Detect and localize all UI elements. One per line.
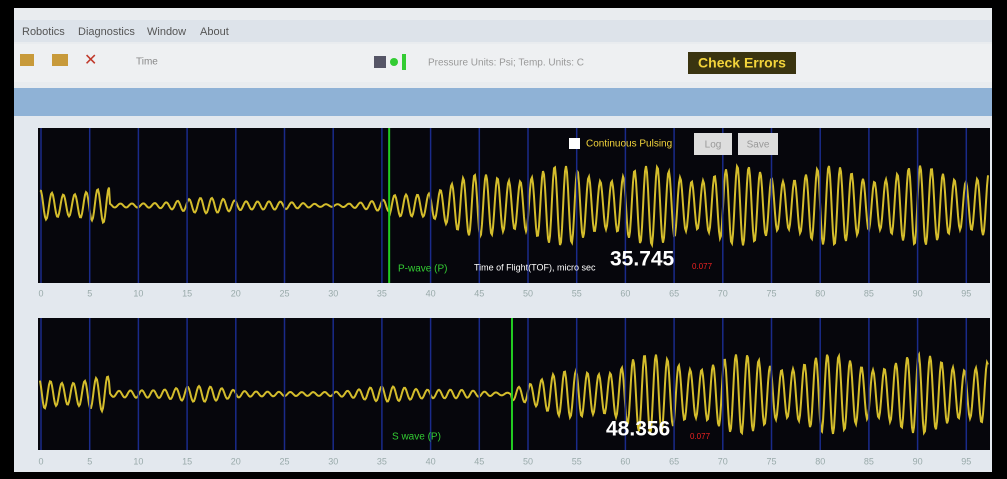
x-tick-label: 80: [815, 288, 825, 298]
x-tick-label: 85: [864, 288, 874, 298]
open-icon[interactable]: [20, 54, 34, 66]
folder-icon[interactable]: [52, 54, 68, 66]
x-tick-label: 80: [815, 456, 825, 466]
x-tick-label: 45: [474, 288, 484, 298]
close-icon[interactable]: ✕: [84, 52, 97, 69]
log-label[interactable]: Log: [705, 140, 722, 151]
time-label: Time: [136, 57, 158, 68]
x-tick-label: 25: [279, 456, 289, 466]
tof-error: 0.077: [692, 262, 713, 271]
tof-value: 48.356: [606, 418, 670, 441]
x-tick-label: 95: [961, 456, 971, 466]
status-bar: [402, 54, 406, 70]
x-tick-label: 45: [474, 456, 484, 466]
x-tick-label: 65: [669, 288, 679, 298]
x-tick-label: 25: [279, 288, 289, 298]
x-tick-label: 90: [913, 456, 923, 466]
x-tick-label: 90: [913, 288, 923, 298]
x-tick-label: 40: [426, 288, 436, 298]
x-tick-label: 0: [38, 456, 43, 466]
title-bar: [14, 88, 992, 116]
x-tick-label: 75: [766, 288, 776, 298]
menu-item[interactable]: Window: [147, 26, 186, 38]
x-tick-label: 15: [182, 456, 192, 466]
x-tick-label: 15: [182, 288, 192, 298]
tof-label: Time of Flight(TOF), micro sec: [474, 262, 596, 272]
x-tick-label: 35: [377, 288, 387, 298]
x-tick-label: 60: [620, 288, 630, 298]
continuous-pulsing-label[interactable]: Continuous Pulsing: [586, 139, 672, 150]
plot: S wave (P) 48.356 0.077 0 5 10 15 20 25 30 35 40…: [38, 318, 990, 466]
x-tick-label: 55: [572, 456, 582, 466]
x-tick-label: 5: [87, 456, 92, 466]
check-errors-label[interactable]: Check Errors: [698, 55, 786, 71]
x-tick-label: 30: [328, 456, 338, 466]
x-tick-label: 0: [38, 288, 43, 298]
x-tick-label: 30: [328, 288, 338, 298]
units-label: Pressure Units: Psi; Temp. Units: C: [428, 58, 584, 69]
menu-item[interactable]: About: [200, 26, 229, 38]
save-label[interactable]: Save: [747, 140, 770, 151]
x-tick-label: 50: [523, 456, 533, 466]
wave-label: P-wave (P): [398, 264, 447, 275]
toggle-icon[interactable]: [374, 56, 386, 68]
plot: Continuous Pulsing Log Save P-wave (P) T…: [38, 128, 990, 298]
x-tick-label: 95: [961, 288, 971, 298]
x-tick-label: 75: [766, 456, 776, 466]
x-tick-label: 10: [133, 288, 143, 298]
x-tick-label: 10: [133, 456, 143, 466]
x-tick-label: 5: [87, 288, 92, 298]
x-tick-label: 20: [231, 456, 241, 466]
screen: Robotics Diagnostics Window About ✕ Time…: [0, 0, 1007, 479]
status-led: [390, 58, 398, 66]
x-tick-label: 60: [620, 456, 630, 466]
x-tick-label: 70: [718, 456, 728, 466]
page: Robotics Diagnostics Window About ✕ Time…: [0, 0, 1007, 479]
menu-item[interactable]: Robotics: [22, 26, 65, 38]
tof-error: 0.077: [690, 432, 711, 441]
x-tick-label: 50: [523, 288, 533, 298]
x-tick-label: 85: [864, 456, 874, 466]
wave-label: S wave (P): [392, 432, 441, 443]
x-tick-label: 65: [669, 456, 679, 466]
checkbox[interactable]: [569, 138, 580, 149]
x-tick-label: 55: [572, 288, 582, 298]
menu-item[interactable]: Diagnostics: [78, 26, 135, 38]
x-tick-label: 70: [718, 288, 728, 298]
tof-value: 35.745: [610, 248, 675, 271]
x-tick-label: 40: [426, 456, 436, 466]
x-tick-label: 20: [231, 288, 241, 298]
x-tick-label: 35: [377, 456, 387, 466]
